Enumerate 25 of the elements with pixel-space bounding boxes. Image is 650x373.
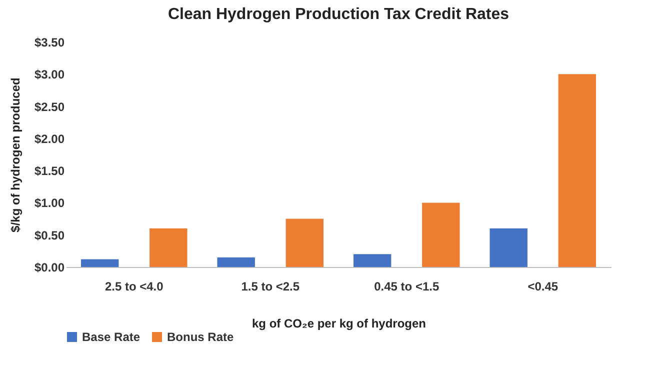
y-tick-label: $2.50: [34, 100, 65, 114]
legend-label: Bonus Rate: [167, 330, 234, 344]
y-tick-label: $0.00: [34, 260, 65, 274]
legend-label: Base Rate: [82, 330, 140, 344]
x-tick-label: 2.5 to <4.0: [104, 280, 164, 294]
bar: [286, 218, 324, 267]
y-tick-label: $1.00: [34, 196, 65, 210]
y-tick-label: $2.00: [34, 132, 65, 146]
bar: [80, 259, 119, 267]
y-tick-label: $1.50: [34, 164, 65, 178]
x-axis-title: kg of CO₂e per kg of hydrogen: [252, 316, 426, 330]
x-tick-label: <0.45: [528, 280, 558, 294]
bar: [490, 228, 528, 267]
y-tick-label: $0.50: [34, 228, 65, 242]
bar: [217, 257, 255, 267]
y-tick-label: $3.50: [34, 36, 65, 50]
y-tick-label: $3.00: [34, 68, 65, 82]
bar: [150, 228, 188, 267]
x-tick-label: 1.5 to <2.5: [241, 280, 300, 294]
bar: [353, 254, 392, 267]
bar: [558, 74, 596, 267]
bar: [422, 202, 460, 267]
chart-title: Clean Hydrogen Production Tax Credit Rates: [168, 6, 510, 23]
y-axis-title: $/kg of hydrogen produced: [8, 78, 22, 232]
x-tick-label: 0.45 to <1.5: [374, 280, 440, 294]
